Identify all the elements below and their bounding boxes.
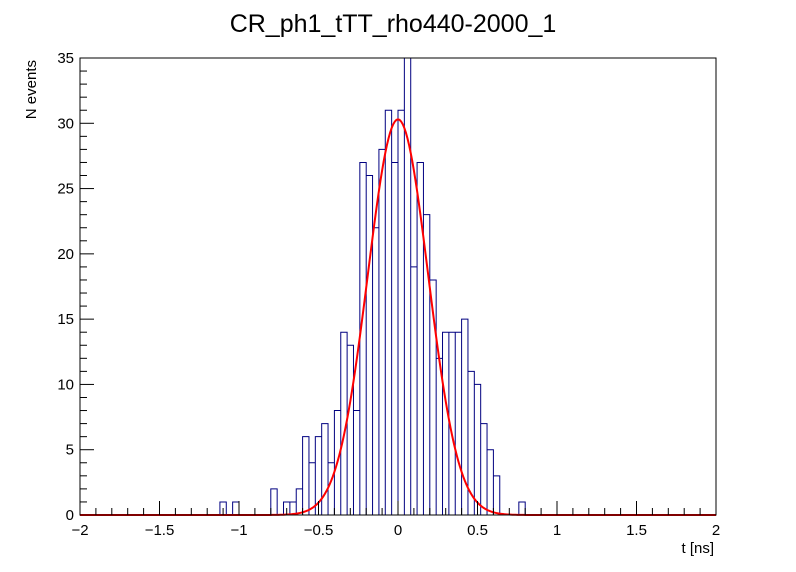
x-axis: −2 −1.5 −1 −0.5 0 0.5 1 1.5 2 xyxy=(71,501,720,539)
histogram-bin xyxy=(443,332,449,515)
chart-title: CR_ph1_tTT_rho440-2000_1 xyxy=(230,10,557,38)
histogram-outline xyxy=(80,57,716,516)
histogram-bin xyxy=(271,489,277,515)
histogram-bin xyxy=(366,176,372,515)
histogram-bin xyxy=(392,162,398,515)
histogram-bin xyxy=(481,424,487,515)
x-tick-label: 1.5 xyxy=(626,522,647,539)
y-tick-label: 20 xyxy=(57,246,74,263)
x-tick-label: −1 xyxy=(230,522,247,539)
histogram-bin xyxy=(233,502,239,515)
histogram-bin xyxy=(347,345,353,515)
histogram-bin xyxy=(411,267,417,515)
histogram-bin xyxy=(385,110,391,515)
y-tick-label: 15 xyxy=(57,311,74,328)
y-tick-label: 0 xyxy=(66,507,74,524)
histogram-series xyxy=(80,57,716,516)
histogram-bin xyxy=(303,437,309,515)
x-tick-label: 0.5 xyxy=(467,522,488,539)
x-tick-label: −0.5 xyxy=(304,522,334,539)
histogram-bin xyxy=(398,110,404,515)
histogram-bin xyxy=(519,502,525,515)
histogram-bin xyxy=(353,411,359,515)
y-axis-label: N events xyxy=(23,60,40,119)
histogram-bin xyxy=(493,476,499,515)
histogram-bin xyxy=(436,358,442,515)
x-tick-label: 1 xyxy=(553,522,561,539)
y-axis: 0 5 10 15 20 25 30 35 xyxy=(57,50,94,524)
x-tick-label: −1.5 xyxy=(145,522,175,539)
histogram-bin xyxy=(487,450,493,515)
histogram-bin xyxy=(322,424,328,515)
x-tick-label: −2 xyxy=(71,522,88,539)
histogram-bin xyxy=(455,332,461,515)
y-tick-label: 35 xyxy=(57,50,74,67)
x-tick-label: 0 xyxy=(394,522,402,539)
y-tick-label: 10 xyxy=(57,376,74,393)
histogram-bin xyxy=(360,162,366,515)
y-tick-label: 25 xyxy=(57,181,74,198)
histogram-bin xyxy=(373,228,379,515)
histogram-bin xyxy=(474,384,480,515)
y-tick-label: 5 xyxy=(66,442,74,459)
y-tick-label: 30 xyxy=(57,115,74,132)
histogram-bin xyxy=(328,463,334,515)
x-tick-label: 2 xyxy=(712,522,720,539)
histogram-bin xyxy=(404,58,410,515)
histogram-bin xyxy=(296,489,302,515)
histogram-bin xyxy=(379,149,385,515)
x-axis-label: t [ns] xyxy=(681,540,714,557)
